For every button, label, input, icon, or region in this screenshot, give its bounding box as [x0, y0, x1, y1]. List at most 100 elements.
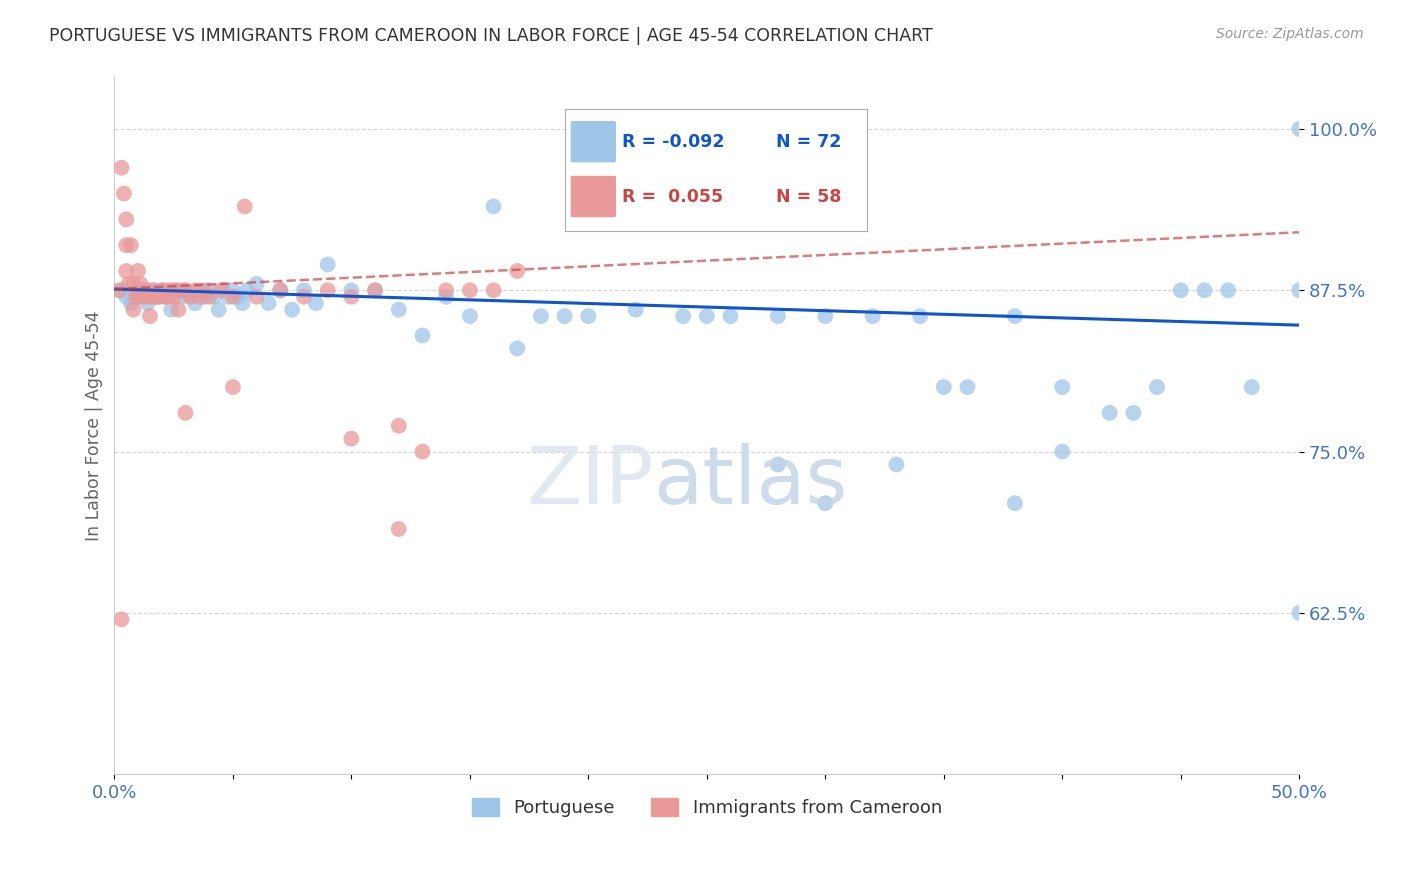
Point: [115, 264, 138, 278]
Point: [1122, 406, 1144, 420]
Point: [434, 283, 457, 297]
Point: [146, 290, 169, 304]
Point: [150, 283, 173, 297]
Point: [340, 283, 363, 297]
Point: [720, 309, 742, 323]
Point: [236, 283, 259, 297]
Point: [132, 283, 155, 297]
Point: [127, 264, 149, 278]
Point: [458, 283, 481, 297]
Point: [188, 290, 211, 304]
Point: [160, 302, 183, 317]
Point: [1146, 380, 1168, 394]
Point: [292, 283, 315, 297]
Point: [624, 302, 647, 317]
Point: [110, 283, 132, 297]
Point: [115, 238, 138, 252]
Point: [184, 283, 207, 297]
Point: [141, 290, 163, 304]
Point: [115, 290, 138, 304]
Point: [316, 258, 339, 272]
Point: [165, 283, 187, 297]
Point: [155, 290, 177, 304]
Point: [506, 342, 529, 356]
Point: [388, 418, 411, 433]
Point: [222, 380, 245, 394]
Point: [136, 296, 159, 310]
Point: [388, 302, 411, 317]
Point: [134, 290, 156, 304]
Point: [340, 290, 363, 304]
Point: [174, 406, 197, 420]
Point: [198, 283, 221, 297]
Point: [179, 290, 201, 304]
Point: [305, 296, 328, 310]
Point: [139, 290, 162, 304]
Point: [198, 290, 221, 304]
Point: [122, 302, 145, 317]
Point: [209, 283, 232, 297]
Point: [127, 290, 149, 304]
Point: [411, 444, 433, 458]
Point: [316, 283, 339, 297]
Point: [233, 199, 256, 213]
Point: [174, 283, 197, 297]
Point: [458, 309, 481, 323]
Point: [1288, 122, 1310, 136]
Point: [1004, 496, 1026, 510]
Point: [696, 309, 718, 323]
Text: PORTUGUESE VS IMMIGRANTS FROM CAMEROON IN LABOR FORCE | AGE 45-54 CORRELATION CH: PORTUGUESE VS IMMIGRANTS FROM CAMEROON I…: [49, 27, 934, 45]
Point: [814, 496, 837, 510]
Point: [814, 309, 837, 323]
Point: [862, 309, 884, 323]
Point: [1098, 406, 1121, 420]
Point: [127, 283, 149, 297]
Point: [132, 290, 155, 304]
Point: [226, 290, 249, 304]
Point: [167, 302, 190, 317]
Point: [1004, 309, 1026, 323]
Point: [108, 283, 131, 297]
Point: [170, 283, 193, 297]
Point: [160, 283, 183, 297]
Point: [217, 290, 239, 304]
Point: [153, 290, 176, 304]
Point: [281, 302, 304, 317]
Point: [129, 277, 152, 291]
Point: [1052, 444, 1074, 458]
Point: [434, 290, 457, 304]
Point: [932, 380, 955, 394]
Point: [292, 290, 315, 304]
Point: [212, 283, 235, 297]
Point: [576, 309, 599, 323]
Point: [157, 290, 180, 304]
Point: [110, 612, 132, 626]
Point: [165, 283, 187, 297]
Text: atlas: atlas: [654, 442, 848, 521]
Point: [956, 380, 979, 394]
Point: [554, 309, 576, 323]
Point: [245, 290, 267, 304]
Point: [231, 296, 253, 310]
Point: [222, 290, 245, 304]
Point: [146, 290, 169, 304]
Point: [112, 186, 135, 201]
Point: [1170, 283, 1192, 297]
Point: [1194, 283, 1216, 297]
Point: [193, 290, 215, 304]
Point: [1052, 380, 1074, 394]
Point: [482, 199, 505, 213]
Y-axis label: In Labor Force | Age 45-54: In Labor Force | Age 45-54: [86, 310, 103, 541]
Point: [184, 296, 207, 310]
Point: [179, 290, 201, 304]
Legend: Portuguese, Immigrants from Cameroon: Portuguese, Immigrants from Cameroon: [464, 790, 949, 824]
Point: [188, 283, 211, 297]
Point: [482, 283, 505, 297]
Point: [766, 309, 789, 323]
Point: [364, 283, 387, 297]
Point: [148, 290, 170, 304]
Point: [125, 290, 148, 304]
Text: ZIP: ZIP: [526, 442, 654, 521]
Point: [257, 296, 280, 310]
Point: [193, 283, 215, 297]
